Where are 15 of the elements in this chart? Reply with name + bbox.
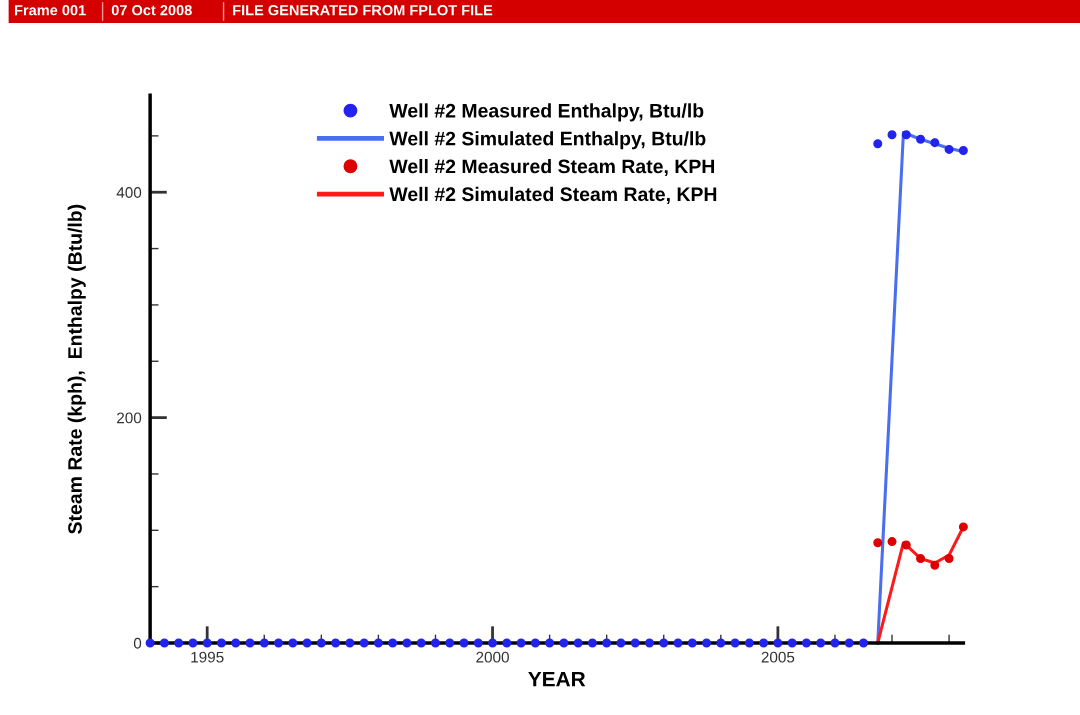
text: Frame 001 bbox=[15, 5, 86, 16]
legend-label: Well #2 Measured Steam Rate, KPH bbox=[389, 159, 715, 177]
x-tick-label: 2000 bbox=[476, 651, 509, 663]
x-axis-title: YEAR bbox=[528, 671, 586, 687]
y-tick-label: 200 bbox=[117, 412, 142, 424]
text: FILE GENERATED FROM FPLOT FILE bbox=[233, 5, 493, 16]
legend-label: Well #2 Measured Enthalpy, Btu/lb bbox=[389, 103, 704, 122]
x-tick-label: 1995 bbox=[191, 651, 224, 663]
legend-label: Well #2 Simulated Enthalpy, Btu/lb bbox=[389, 131, 706, 150]
text: 07 Oct 2008 bbox=[111, 5, 192, 16]
y-axis-title: Steam Rate (kph), Enthalpy (Btu/lb) bbox=[67, 204, 86, 534]
x-tick-label: 2005 bbox=[761, 651, 795, 663]
y-tick-label: 400 bbox=[116, 187, 142, 198]
legend-label: Well #2 Simulated Steam Rate, KPH bbox=[389, 186, 717, 204]
y-tick-label: 0 bbox=[133, 637, 142, 649]
